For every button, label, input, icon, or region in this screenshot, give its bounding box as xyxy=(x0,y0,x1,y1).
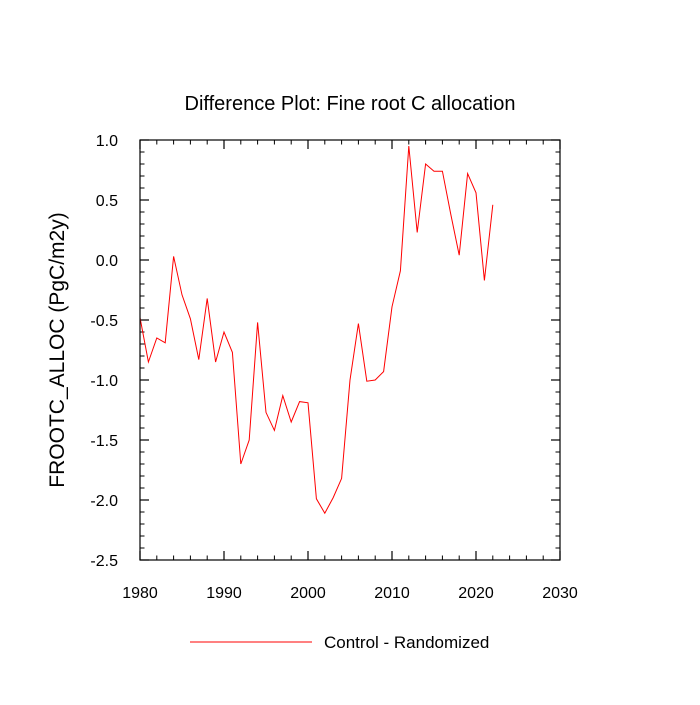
y-tick-label: 0.0 xyxy=(96,253,118,270)
data-point xyxy=(165,342,166,343)
y-tick-label: 0.5 xyxy=(96,193,118,210)
y-axis-label: FROOTC_ALLOC (PgC/m2y) xyxy=(46,212,69,487)
legend-label: Control - Randomized xyxy=(324,633,489,652)
legend: Control - Randomized xyxy=(190,633,489,652)
x-tick-label: 2020 xyxy=(458,585,494,602)
data-point xyxy=(198,359,199,360)
data-point xyxy=(265,412,266,413)
data-point xyxy=(383,371,384,372)
data-point xyxy=(467,173,468,174)
data-point xyxy=(408,145,409,146)
data-point xyxy=(282,395,283,396)
y-tick-label: -2.5 xyxy=(90,553,118,570)
data-point xyxy=(450,214,451,215)
data-point xyxy=(475,192,476,193)
data-point xyxy=(375,379,376,380)
data-point xyxy=(156,337,157,338)
data-point xyxy=(173,256,174,257)
data-point xyxy=(291,421,292,422)
x-tick-label: 2010 xyxy=(374,585,410,602)
data-point xyxy=(257,322,258,323)
x-tick-label: 2030 xyxy=(542,585,578,602)
data-point xyxy=(400,270,401,271)
data-point xyxy=(190,318,191,319)
y-tick-label: 1.0 xyxy=(96,133,118,150)
data-point xyxy=(484,280,485,281)
data-point xyxy=(391,306,392,307)
data-point xyxy=(442,171,443,172)
data-point xyxy=(148,361,149,362)
y-tick-label: -0.5 xyxy=(90,313,118,330)
data-point xyxy=(492,204,493,205)
data-point xyxy=(425,163,426,164)
y-tick-label: -1.5 xyxy=(90,433,118,450)
data-point xyxy=(417,232,418,233)
data-point xyxy=(324,513,325,514)
data-point xyxy=(240,463,241,464)
axis-tick-labels: 1980 1990 2000 2010 2020 2030 -2.5 -2.0 -1.5 -1.0… xyxy=(90,133,577,602)
plot-frame xyxy=(139,139,561,561)
data-point xyxy=(333,497,334,498)
data-point xyxy=(307,402,308,403)
data-point xyxy=(459,255,460,256)
data-point xyxy=(207,298,208,299)
data-point xyxy=(215,361,216,362)
chart-title: Difference Plot: Fine root C allocation xyxy=(185,93,516,115)
x-tick-label: 1990 xyxy=(206,585,242,602)
axis-ticks xyxy=(139,139,561,561)
y-tick-label: -2.0 xyxy=(90,493,118,510)
data-point xyxy=(349,379,350,380)
data-point xyxy=(433,171,434,172)
data-point xyxy=(223,331,224,332)
y-tick-label: -1.0 xyxy=(90,373,118,390)
x-tick-label: 2000 xyxy=(290,585,326,602)
data-point xyxy=(274,430,275,431)
series-layer xyxy=(139,145,494,515)
data-point xyxy=(299,401,300,402)
data-point xyxy=(232,352,233,353)
data-point xyxy=(249,439,250,440)
x-tick-label: 1980 xyxy=(122,585,158,602)
data-point xyxy=(341,478,342,479)
data-point xyxy=(181,294,182,295)
data-point xyxy=(316,498,317,499)
series-line-control-randomized xyxy=(139,145,494,515)
data-point xyxy=(366,381,367,382)
data-point xyxy=(358,323,359,324)
